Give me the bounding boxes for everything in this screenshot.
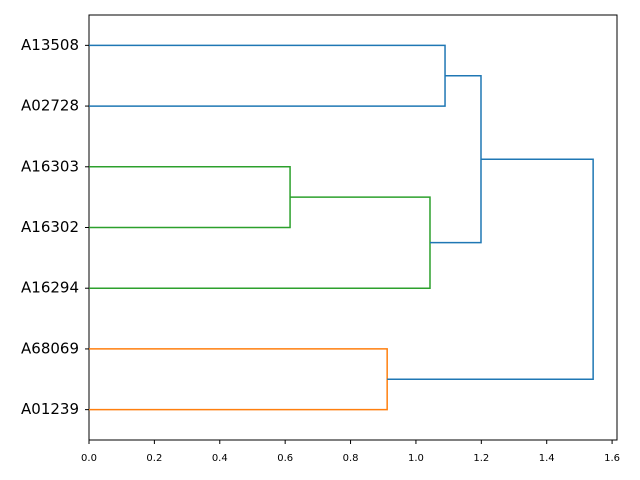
dendrogram-link — [429, 74, 482, 244]
leaf-label: A68069 — [21, 339, 79, 357]
x-tick-label: 0.0 — [81, 453, 97, 464]
leaf-label: A13508 — [21, 36, 79, 54]
dendrogram-link — [387, 158, 594, 381]
leaf-label: A16294 — [21, 279, 79, 297]
leaf-label: A16303 — [21, 157, 79, 175]
x-tick-label: 1.4 — [539, 453, 555, 464]
dendrogram-link — [89, 166, 291, 229]
dendrogram-link — [89, 196, 431, 289]
x-tick-label: 1.0 — [408, 453, 424, 464]
x-tick-label: 0.8 — [343, 453, 359, 464]
x-tick-label: 0.6 — [277, 453, 293, 464]
dendrogram-link — [89, 348, 388, 411]
leaf-label: A02728 — [21, 97, 79, 115]
dendrogram-link — [89, 44, 446, 107]
leaf-label: A01239 — [21, 400, 79, 418]
x-tick-label: 1.6 — [604, 453, 620, 464]
x-tick-label: 0.4 — [212, 453, 228, 464]
leaf-label: A16302 — [21, 218, 79, 236]
x-tick-label: 1.2 — [473, 453, 489, 464]
x-tick-label: 0.2 — [146, 453, 162, 464]
